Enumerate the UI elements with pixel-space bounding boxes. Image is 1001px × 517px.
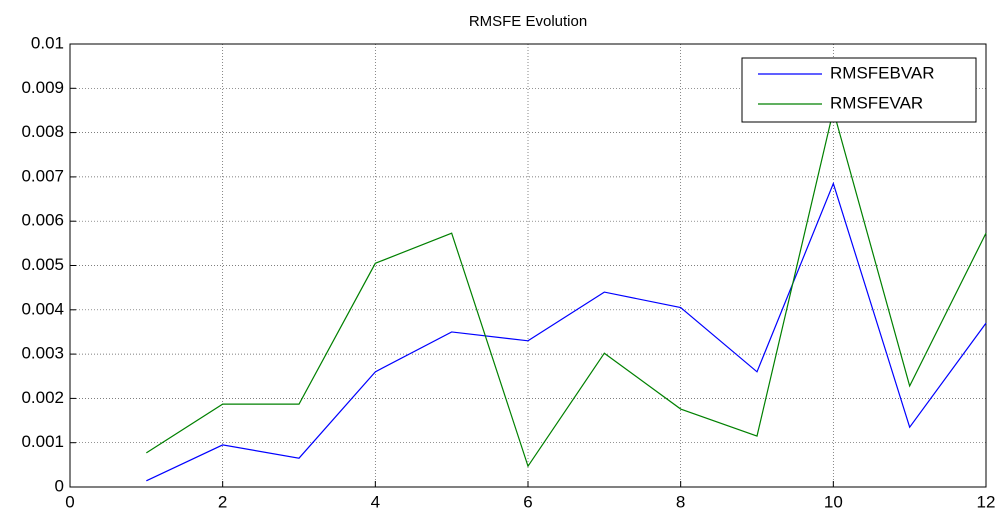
y-tick-label: 0 [55,476,64,495]
y-tick-label: 0.001 [21,432,64,451]
legend-box [741,57,977,123]
x-tick-label: 12 [977,492,996,511]
x-tick-label: 6 [523,492,532,511]
legend-label: RMSFEBVAR [830,63,935,82]
y-tick-label: 0.004 [21,299,64,318]
series-line [146,181,987,482]
x-tick-label: 4 [371,492,380,511]
y-tick-label: 0.002 [21,388,64,407]
y-tick-label: 0.005 [21,255,64,274]
x-tick-label: 8 [676,492,685,511]
x-tick-label: 2 [218,492,227,511]
x-tick-label: 0 [65,492,74,511]
y-tick-label: 0.01 [31,33,64,52]
series-line [146,110,987,468]
y-tick-label: 0.009 [21,78,64,97]
y-tick-label: 0.008 [21,122,64,141]
y-tick-label: 0.007 [21,166,64,185]
legend-label: RMSFEVAR [830,93,923,112]
y-tick-label: 0.006 [21,211,64,230]
y-tick-label: 0.003 [21,344,64,363]
chart-title: RMSFE Evolution [469,13,587,30]
plot-frame [69,43,987,488]
x-tick-label: 10 [824,492,843,511]
